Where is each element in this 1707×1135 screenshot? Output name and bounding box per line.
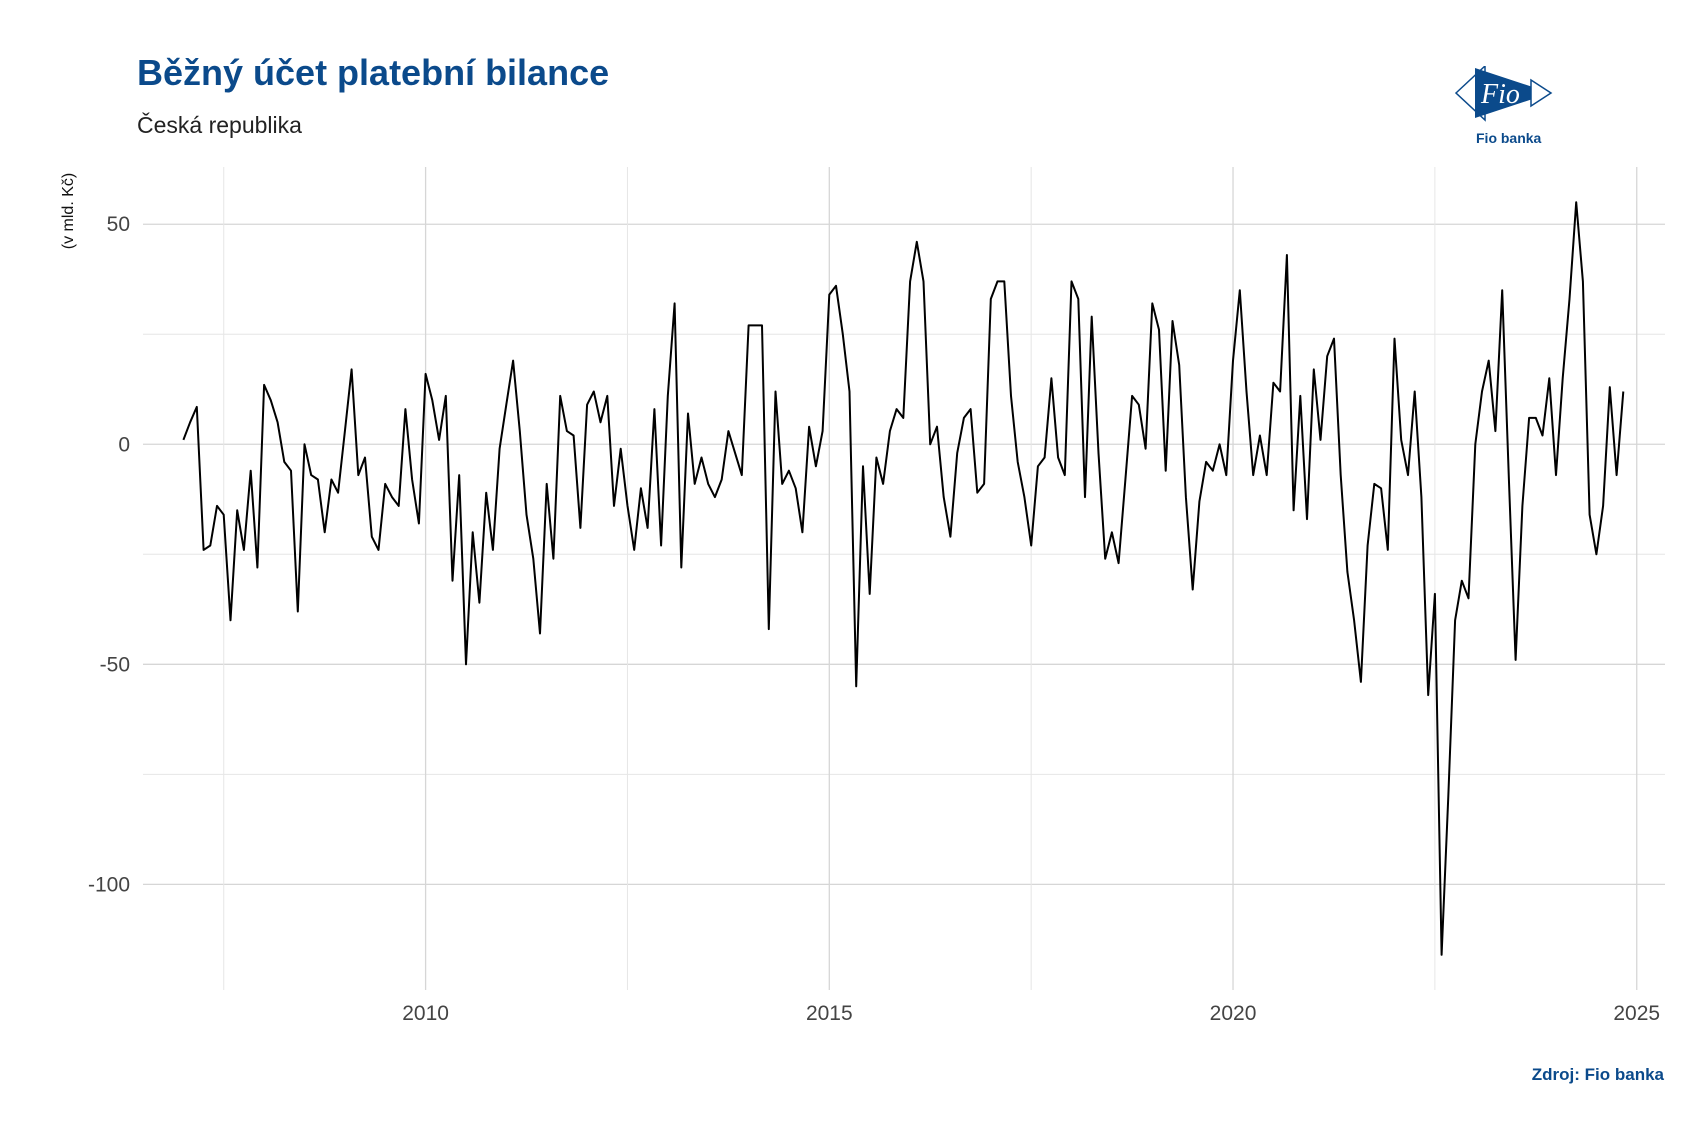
x-tick-label: 2010	[402, 1002, 449, 1025]
x-tick-label: 2020	[1210, 1002, 1257, 1025]
logo-text: Fio banka	[1476, 130, 1542, 146]
x-tick-label: 2025	[1613, 1002, 1660, 1025]
x-tick-label: 2015	[806, 1002, 853, 1025]
logo-triangle	[1530, 78, 1553, 108]
y-tick-label: 0	[118, 433, 130, 456]
chart-title: Běžný účet platební bilance	[137, 52, 610, 93]
y-tick-label: 50	[107, 213, 130, 236]
logo-mark: Fio	[1480, 79, 1520, 110]
fio-logo: Fio	[1455, 66, 1553, 122]
y-tick-label: -50	[100, 653, 130, 676]
series-line	[182, 201, 1625, 956]
logo-flag	[1475, 68, 1551, 118]
x-axis: 2010 2015 2020 2025	[402, 1002, 1660, 1025]
y-tick-label: -100	[88, 873, 130, 896]
grid	[143, 167, 1665, 990]
y-axis-label: (v mld. Kč)	[60, 173, 77, 249]
chart-subtitle: Česká republika	[137, 112, 302, 138]
y-axis: 50 0 -50 -100	[88, 213, 130, 896]
source-note: Zdroj: Fio banka	[1531, 1065, 1664, 1084]
